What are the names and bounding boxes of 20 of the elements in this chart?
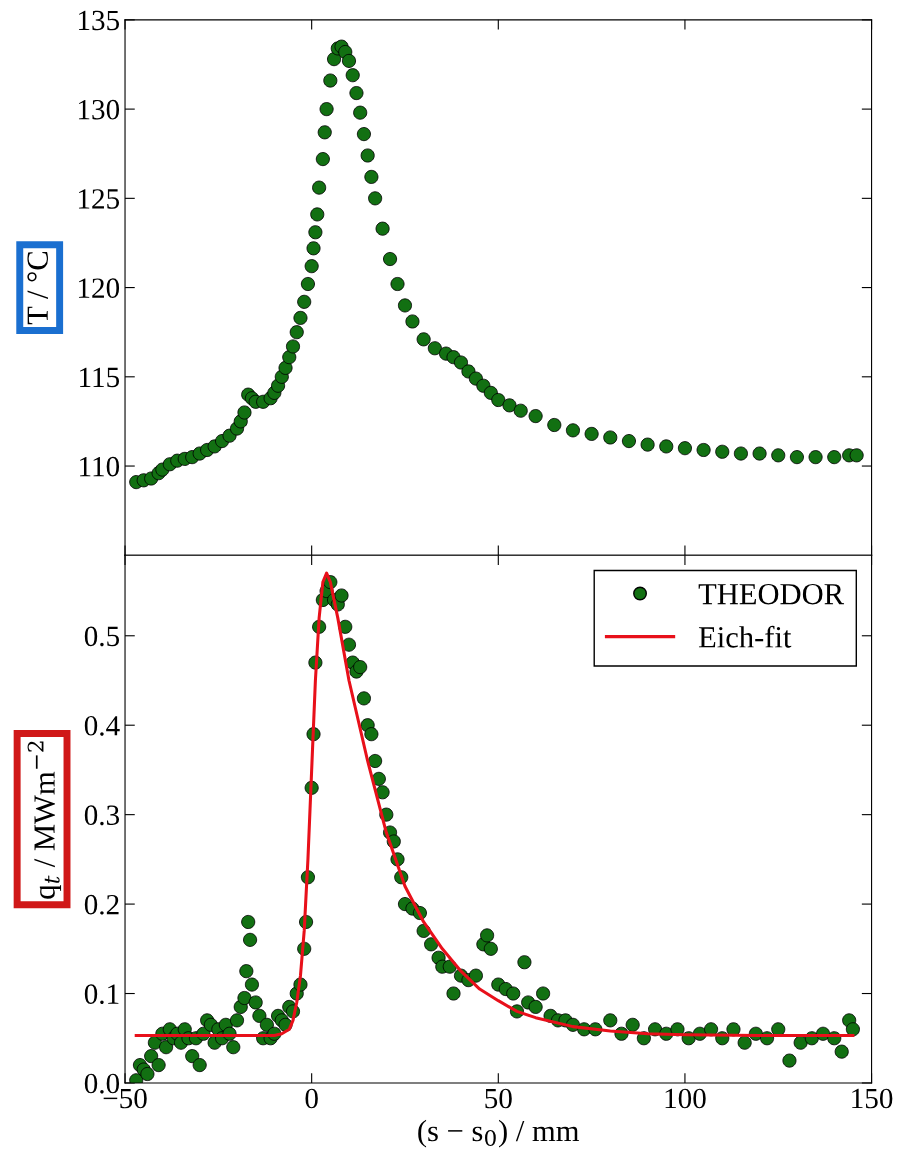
legend-label: Eich-fit <box>698 625 792 648</box>
x-tick-label: 0 <box>305 1088 318 1109</box>
y-tick-label: 0.1 <box>84 984 119 1005</box>
y-tick-label: 135 <box>78 10 120 31</box>
y-tick-label: 0.4 <box>84 715 120 736</box>
y-axis-title: T / °C <box>27 252 48 325</box>
y-axis-title: q$_{t}$ / MWm$^{−2}$ <box>27 741 62 899</box>
legend-label: THEODOR <box>698 583 845 605</box>
y-tick-label: 115 <box>80 367 120 388</box>
y-tick-label: 130 <box>78 99 120 120</box>
x-tick-label: 100 <box>665 1088 706 1109</box>
x-tick-label: 150 <box>852 1088 893 1109</box>
y-tick-label: 110 <box>80 456 120 477</box>
y-tick-label: 0.5 <box>84 626 120 647</box>
y-tick-label: 0.3 <box>84 805 120 826</box>
y-tick-label: 125 <box>78 189 120 209</box>
x-axis-title: (s − s$_{0}$) / mm <box>418 1119 580 1148</box>
x-tick-label: 50 <box>485 1088 512 1109</box>
y-tick-label: 0.2 <box>84 894 119 915</box>
y-tick-label: 120 <box>78 278 120 298</box>
